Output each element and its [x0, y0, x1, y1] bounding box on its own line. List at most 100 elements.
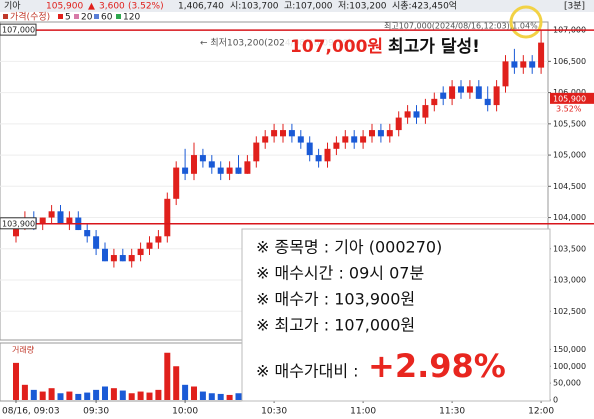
y-tick-label: 103,000	[553, 276, 586, 285]
info-line: ※ 최고가 : 107,000원	[256, 316, 415, 335]
cap: 시총:423,450억	[392, 0, 457, 12]
volume-bar	[155, 389, 162, 400]
candle-body	[360, 136, 367, 143]
volume-bar	[30, 389, 37, 400]
candle-body	[146, 242, 153, 249]
y-tick-label: 105,500	[553, 119, 586, 128]
info-line: ※ 매수가 : 103,900원	[256, 290, 415, 309]
candle-body	[253, 142, 260, 162]
candle-body	[208, 161, 215, 168]
candle-body	[110, 255, 117, 262]
volume-bar	[199, 391, 206, 400]
arrow: ▲	[88, 2, 95, 12]
legend-label: 60	[101, 13, 113, 23]
y-tick-label: 103,500	[553, 244, 586, 253]
candle-body	[182, 167, 189, 174]
candle-body	[57, 211, 64, 224]
y-tick-label: 102,500	[553, 307, 586, 316]
candle-body	[395, 117, 402, 131]
candle-body	[333, 142, 340, 149]
candle-body	[155, 236, 162, 243]
info-compare-label: ※ 매수가대비 :	[256, 362, 359, 381]
volume-bar	[182, 384, 189, 400]
candle-body	[226, 167, 233, 174]
y-tick-label: 105,000	[553, 151, 586, 160]
stock-name: 기아	[4, 1, 21, 12]
candle-body	[164, 198, 171, 237]
x-tick-label: 11:30	[439, 407, 465, 417]
candle-body	[422, 105, 429, 118]
candle-body	[440, 92, 447, 99]
change-pct: (3.52%)	[128, 2, 164, 12]
change: 3,600	[99, 2, 125, 12]
y-tick-label: 106,000	[553, 88, 586, 97]
volume-bar	[191, 386, 197, 400]
x-tick-label: 09:30	[83, 407, 109, 417]
volume: 1,406,740	[178, 2, 224, 12]
candle-body	[244, 161, 251, 174]
legend-label: 120	[123, 13, 140, 23]
low: 저:103,200	[338, 1, 387, 12]
x-tick-label: 11:00	[350, 407, 376, 417]
candle-body	[404, 111, 411, 118]
legend-swatch	[58, 14, 63, 19]
annotation: ← 최저103,200(2024/08/16,09:39)	[200, 38, 352, 49]
level-label: 103,900	[2, 219, 35, 228]
candle-body	[369, 130, 375, 137]
interval[interactable]: [3분]	[564, 1, 585, 12]
price-marker	[550, 92, 594, 104]
volume-bar	[13, 362, 19, 400]
legend-label: 20	[81, 13, 93, 23]
volume-bar	[110, 388, 117, 400]
info-line: ※ 매수시간 : 09시 07분	[256, 264, 424, 283]
high: 고:107,000	[284, 2, 333, 12]
candle-body	[520, 61, 527, 68]
candle-body	[502, 61, 509, 87]
annotation: 최고107,000(2024/08/16,12:03),1.04%	[384, 21, 538, 31]
candle-body	[288, 130, 295, 137]
candle-body	[271, 130, 278, 137]
toolbar	[0, 0, 594, 12]
headline-text: 최고가 달성!	[388, 36, 480, 57]
info-box	[241, 228, 551, 402]
headline-bg	[284, 33, 480, 61]
y-tick-label: 104,000	[553, 213, 586, 222]
candle-body	[297, 136, 304, 143]
candle-body	[529, 61, 536, 68]
volume-bar	[146, 392, 153, 400]
v-tick-label: 100,000	[553, 362, 586, 371]
candle-body	[538, 42, 545, 68]
candle-body	[466, 86, 473, 93]
volume-bar	[66, 391, 73, 400]
candle-body	[102, 248, 108, 262]
candle-body	[458, 86, 464, 93]
v-tick-label: 0	[553, 396, 558, 405]
highlight-circle	[509, 5, 543, 39]
y-tick-label: 104,500	[553, 182, 586, 191]
level-label-bg	[0, 23, 37, 36]
info-line: ※ 종목명 : 기아 (000270)	[256, 238, 442, 257]
volume-bar	[235, 393, 242, 400]
price: 105,900	[46, 2, 83, 12]
candle-body	[377, 130, 384, 137]
candle-body	[280, 130, 286, 137]
legend-swatch	[74, 14, 79, 19]
volume-bar	[57, 393, 64, 400]
candle-body	[475, 86, 482, 99]
legend-price: 가격(수정)	[10, 11, 50, 23]
info-compare-value: +2.98%	[368, 347, 506, 385]
open: 시:103,700	[230, 1, 279, 12]
volume-bar	[75, 393, 82, 400]
volume-bar	[119, 390, 126, 400]
legend-swatch	[94, 14, 99, 19]
x-tick-label: 08/16, 09:03	[2, 407, 60, 417]
x-tick-label: 10:00	[172, 407, 198, 417]
candle-body	[84, 230, 91, 237]
volume-bar	[226, 394, 233, 400]
candle-body	[128, 255, 135, 262]
volume-bar	[48, 388, 55, 400]
volume-bar	[84, 392, 91, 400]
candle-body	[342, 136, 349, 143]
